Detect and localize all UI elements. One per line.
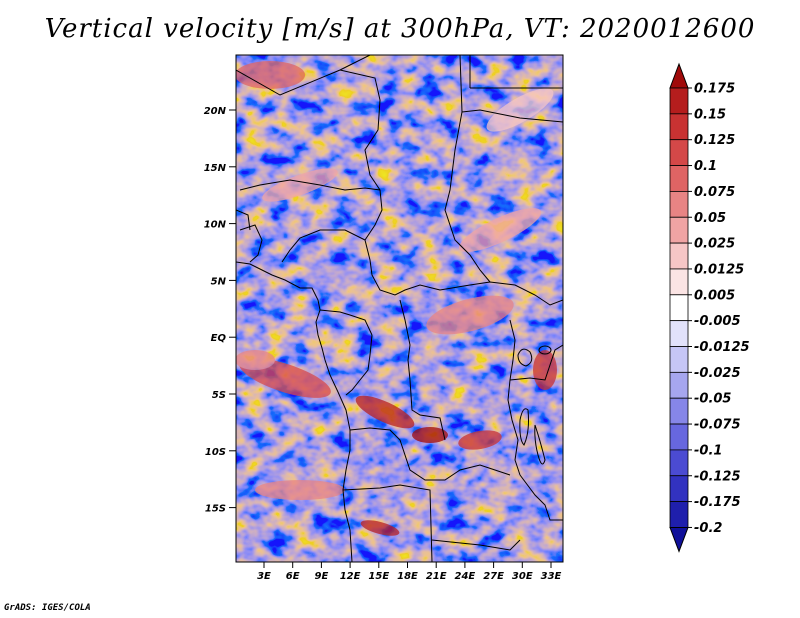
colorbar-label: -0.0125 (694, 340, 750, 355)
colorbar-segment (669, 216, 689, 244)
lon-label: 9E (315, 571, 329, 582)
colorbar-bottom-arrow (669, 526, 689, 553)
lat-label: 10N (204, 220, 227, 231)
map-title: Vertical velocity [m/s] at 300hPa, VT: 2… (44, 14, 756, 44)
colorbar-segment (669, 501, 689, 528)
colorbar-label: -0.2 (694, 521, 722, 536)
colorbar-segment (669, 320, 689, 347)
colorbar-segment (669, 139, 689, 166)
colorbar-segment (669, 294, 689, 322)
colorbar-label: -0.025 (694, 366, 741, 381)
colorbar-top-arrow (669, 62, 689, 89)
lat-label: 5N (211, 276, 227, 287)
colorbar-label: 0.05 (694, 211, 726, 226)
lat-label: 10S (205, 447, 226, 458)
lat-label: EQ (211, 333, 227, 344)
lon-label: 30E (512, 571, 533, 582)
colorbar-label: -0.125 (694, 469, 741, 484)
colorbar-label: -0.075 (694, 418, 741, 433)
colorbar-segment (669, 371, 689, 399)
lon-label: 27E (483, 571, 504, 582)
lat-label: 5S (212, 390, 226, 401)
lat-label: 15S (205, 504, 226, 515)
lon-label: 12E (340, 571, 361, 582)
colorbar-segment (669, 423, 689, 451)
colorbar-label: 0.025 (694, 237, 735, 252)
colorbar-label: -0.175 (694, 495, 741, 510)
colorbar: 0.175 0.15 0.125 0.1 0.075 0.05 0.025 0.0125 0.0… (669, 62, 750, 553)
lon-label: 18E (397, 571, 418, 582)
velocity-field (236, 55, 563, 562)
lat-label: 20N (204, 106, 227, 117)
colorbar-label: 0.175 (694, 82, 735, 97)
colorbar-segment (669, 397, 689, 425)
lon-label: 33E (541, 571, 562, 582)
lon-label: 21E (426, 571, 447, 582)
latitude-axis: 20N 15N 10N 5N EQ 5S 10S 15S (204, 106, 236, 515)
colorbar-label: -0.005 (694, 314, 741, 329)
colorbar-segment (669, 449, 689, 477)
colorbar-label: 0.0125 (694, 262, 744, 277)
colorbar-segment (669, 87, 689, 115)
colorbar-label: -0.1 (694, 443, 722, 458)
colorbar-segment (669, 475, 689, 503)
longitude-axis: 3E 6E 9E 12E 15E 18E 21E 24E 27E 30E 33E (257, 562, 562, 582)
colorbar-label: 0.075 (694, 185, 735, 200)
lon-label: 24E (455, 571, 476, 582)
colorbar-segment (669, 242, 689, 270)
colorbar-label: 0.005 (694, 288, 735, 303)
lon-label: 3E (257, 571, 271, 582)
colorbar-segment (669, 113, 689, 141)
colorbar-segment (669, 165, 689, 192)
colorbar-segment (669, 268, 689, 296)
country-boundaries (236, 55, 563, 562)
colorbar-label: 0.15 (694, 107, 726, 122)
plot-frame (235, 54, 564, 563)
lon-label: 6E (286, 571, 300, 582)
updraft-patches (236, 61, 557, 536)
colorbar-label: 0.1 (694, 159, 717, 174)
colorbar-label: -0.05 (694, 392, 731, 407)
lon-label: 15E (368, 571, 389, 582)
colorbar-label: 0.125 (694, 133, 735, 148)
grads-credit: GrADS: IGES/COLA (4, 603, 91, 613)
lakes (517, 345, 552, 465)
lat-label: 15N (204, 163, 227, 174)
colorbar-segment (669, 190, 689, 218)
colorbar-segment (669, 346, 689, 373)
